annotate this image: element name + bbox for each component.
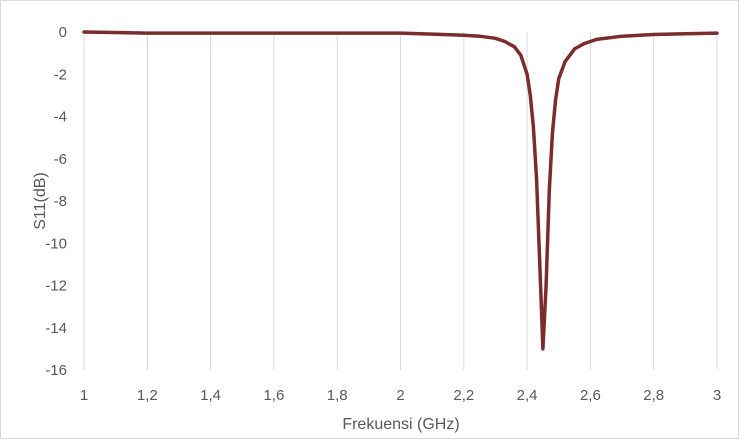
x-tick-label: 2,8 (643, 387, 664, 404)
x-tick-label: 1,4 (200, 387, 221, 404)
y-axis-title: S11(dB) (32, 172, 49, 230)
y-tick-label: -12 (45, 278, 67, 295)
x-tick-label: 2,4 (517, 387, 538, 404)
y-tick-label: -10 (45, 235, 67, 252)
x-axis-title: Frekuensi (GHz) (342, 416, 459, 433)
gridlines (84, 32, 717, 370)
x-tick-label: 2,2 (453, 387, 474, 404)
y-tick-label: 0 (59, 24, 67, 41)
y-tick-label: -16 (45, 362, 67, 379)
x-tick-label: 1,2 (137, 387, 158, 404)
y-tick-label: -14 (45, 320, 67, 337)
tick-labels: 1 1,2 1,4 1,6 1,8 2 2,2 2,4 2,6 2,8 3 0 -2 -4 -6 -8 -10 -… (45, 24, 721, 404)
x-tick-label: 2,6 (580, 387, 601, 404)
y-tick-label: -2 (54, 66, 67, 83)
x-tick-label: 2 (396, 387, 404, 404)
y-tick-label: -8 (54, 193, 67, 210)
x-tick-label: 1,8 (327, 387, 348, 404)
x-tick-label: 1,6 (263, 387, 284, 404)
x-tick-label: 1 (80, 387, 88, 404)
y-tick-label: -6 (54, 151, 67, 168)
y-tick-label: -4 (54, 109, 67, 126)
x-tick-label: 3 (713, 387, 721, 404)
